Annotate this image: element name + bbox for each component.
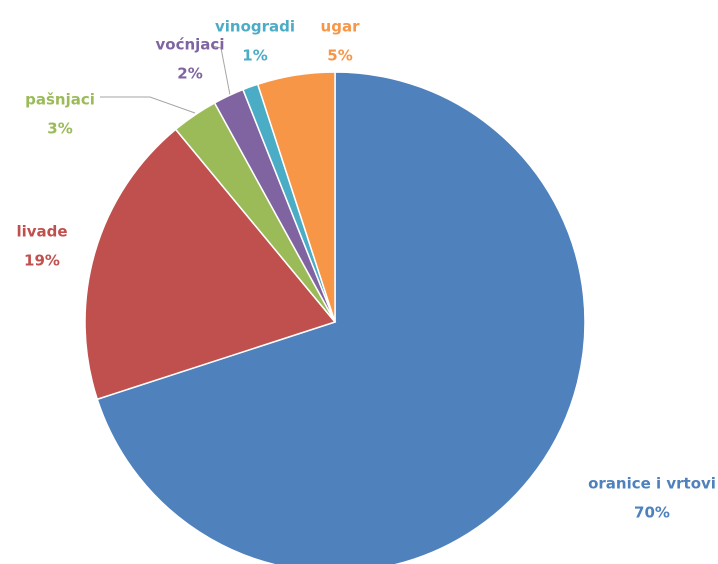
slice-value-label: 19%	[24, 252, 60, 270]
slice-value-label: 3%	[47, 120, 72, 138]
slice-value-label: 1%	[242, 47, 267, 65]
slice-label: pašnjaci	[25, 91, 95, 109]
slice-label: oranice i vrtovi	[588, 475, 716, 493]
slice-value-label: 70%	[634, 504, 670, 522]
slice-label: ugar	[321, 18, 361, 36]
slice-label: livade	[16, 223, 67, 241]
slice-value-label: 2%	[177, 65, 202, 83]
slice-label: vinogradi	[215, 18, 295, 36]
slice-value-label: 5%	[327, 47, 352, 65]
pie-slice	[84, 128, 337, 401]
slice-label: voćnjaci	[156, 36, 225, 54]
pie-slice	[256, 71, 336, 323]
leader-line	[212, 45, 231, 96]
leader-line	[100, 96, 196, 114]
pie-slice	[96, 71, 586, 564]
